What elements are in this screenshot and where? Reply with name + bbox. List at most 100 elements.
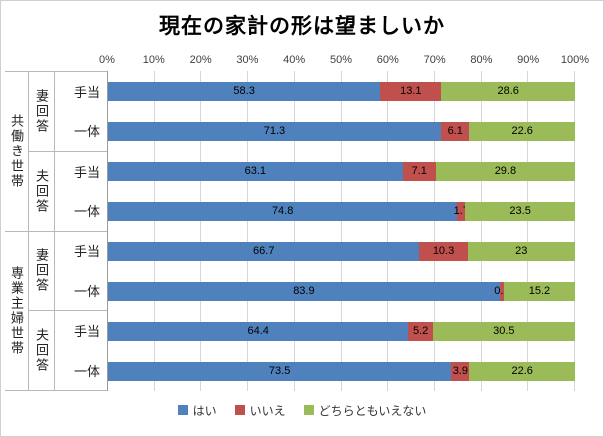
bar-segment-no: 5.2 — [408, 321, 433, 341]
value-label: 29.8 — [494, 165, 517, 177]
value-label: 13.1 — [400, 85, 422, 97]
stacked-bar: 74.8 1.7 23.5 — [108, 201, 575, 221]
group-label: 専業主婦世帯 — [5, 230, 29, 390]
axis-spacer — [5, 45, 107, 71]
chart-title: 現在の家計の形は望ましいか — [159, 15, 445, 38]
bar-segment-yes: 64.4 — [108, 321, 409, 341]
category-labels: 共働き世帯 妻回答 手当 一体 夫回答 手当 一体 専業主婦世帯 妻回答 手当 一体 夫回答 手当 一体 — [5, 71, 107, 391]
stacked-bar: 73.5 3.9 22.6 — [108, 361, 575, 381]
legend-swatch — [234, 405, 245, 415]
value-label: 10.3 — [432, 245, 455, 257]
gridline — [153, 71, 155, 391]
value-label: 28.6 — [497, 85, 519, 97]
bar-row: 58.3 13.1 28.6 — [108, 71, 575, 111]
chart-body: 共働き世帯 妻回答 手当 一体 夫回答 手当 一体 専業主婦世帯 妻回答 手当 一体 夫回答 手当 一体 … — [1, 45, 603, 391]
bar-segment-no: 10.3 — [419, 241, 468, 261]
value-label: 58.3 — [233, 85, 255, 97]
bar-row: 71.3 6.1 22.6 — [108, 111, 575, 151]
category-label: 手当 — [55, 230, 107, 271]
group-label: 共働き世帯 — [5, 71, 29, 231]
bar-row: 74.8 1.7 23.5 — [108, 191, 575, 231]
legend-label: どちらともいえない — [318, 403, 427, 418]
bar-segment-neither: 15.2 — [504, 281, 575, 301]
bar-segment-yes: 66.7 — [108, 241, 420, 261]
x-axis-tick: 60% — [376, 54, 399, 66]
legend-item-yes: はい — [177, 402, 217, 419]
bar-row: 64.4 5.2 30.5 — [108, 311, 575, 351]
gridline — [340, 71, 342, 391]
value-label: 73.5 — [268, 365, 291, 377]
value-label: 66.7 — [253, 245, 275, 257]
bar-segment-yes: 58.3 — [108, 81, 381, 101]
x-axis-tick: 100% — [560, 54, 590, 66]
subgroup-label: 妻回答 — [29, 230, 55, 311]
category-label: 一体 — [73, 363, 100, 379]
stacked-bar: 58.3 13.1 28.6 — [108, 81, 575, 101]
category-label: 手当 — [55, 71, 107, 111]
stacked-bar: 83.9 0.9 15.2 — [108, 281, 575, 301]
x-axis-tick: 10% — [142, 54, 165, 66]
legend-label: はい — [192, 403, 217, 418]
value-label: 74.8 — [271, 205, 294, 217]
category-label: 一体 — [73, 124, 100, 140]
bar-segment-yes: 83.9 — [108, 281, 500, 301]
value-label: 71.3 — [263, 125, 286, 137]
bar-segment-no: 3.9 — [451, 361, 470, 381]
gridline — [527, 71, 529, 391]
bar-segment-neither: 29.8 — [435, 161, 575, 181]
x-axis-tick: 70% — [423, 54, 446, 66]
legend-swatch — [177, 405, 188, 415]
legend-swatch — [303, 405, 314, 415]
gridline — [200, 71, 202, 391]
value-label: 83.9 — [293, 285, 315, 297]
stacked-bar: 71.3 6.1 22.6 — [108, 121, 575, 141]
bar-row: 63.1 7.1 29.8 — [108, 151, 575, 191]
stacked-bar: 66.7 10.3 23 — [108, 241, 575, 261]
value-axis: 0% 10% 20% 30% 40% 50% 60% 70% 80% 90% 100% — [99, 45, 589, 71]
plot-column: 0% 10% 20% 30% 40% 50% 60% 70% 80% 90% 100% 58.3 13… — [99, 45, 589, 391]
x-axis-tick: 40% — [283, 54, 306, 66]
bar-row: 83.9 0.9 15.2 — [108, 271, 575, 311]
legend-item-no: いいえ — [234, 402, 286, 419]
category-label: 一体 — [73, 283, 100, 299]
bar-segment-neither: 23.5 — [465, 201, 575, 221]
value-label: 30.5 — [493, 325, 515, 337]
value-label: 3.9 — [452, 365, 468, 377]
x-axis-tick: 90% — [517, 54, 540, 66]
x-axis-tick: 0% — [99, 54, 115, 66]
value-label: 23 — [515, 245, 528, 257]
gridline — [387, 71, 389, 391]
gridline — [247, 71, 249, 391]
value-label: 64.4 — [247, 325, 269, 337]
legend-item-neither: どちらともいえない — [303, 402, 427, 419]
x-axis-tick: 30% — [236, 54, 259, 66]
value-label: 22.6 — [511, 125, 533, 137]
bar-segment-neither: 28.6 — [441, 81, 575, 101]
bar-segment-yes: 71.3 — [108, 121, 441, 141]
value-label: 15.2 — [528, 285, 551, 297]
value-label: 7.1 — [411, 165, 427, 177]
gridline — [574, 71, 575, 391]
bar-segment-no: 1.7 — [454, 201, 469, 221]
stacked-bar: 64.4 5.2 30.5 — [108, 321, 575, 341]
value-label: 23.5 — [509, 205, 531, 217]
bar-segment-no: 7.1 — [402, 161, 436, 181]
value-label: 1.7 — [453, 205, 469, 217]
subgroup-label: 妻回答 — [29, 71, 55, 151]
x-axis-tick: 80% — [470, 54, 493, 66]
bar-row: 66.7 10.3 23 — [108, 231, 575, 271]
subgroup-label: 夫回答 — [29, 310, 55, 390]
bar-segment-neither: 23 — [467, 241, 575, 261]
value-label: 22.6 — [511, 365, 533, 377]
value-label: 6.1 — [447, 125, 463, 137]
x-axis-tick: 20% — [189, 54, 212, 66]
x-axis-tick: 50% — [329, 54, 353, 66]
subgroup-label: 夫回答 — [29, 150, 55, 231]
gridline — [293, 71, 295, 391]
category-label: 手当 — [55, 150, 107, 191]
bar-segment-neither: 22.6 — [469, 361, 575, 381]
gridline — [480, 71, 482, 391]
bar-row: 73.5 3.9 22.6 — [108, 351, 575, 391]
bar-segment-neither: 30.5 — [432, 321, 575, 341]
